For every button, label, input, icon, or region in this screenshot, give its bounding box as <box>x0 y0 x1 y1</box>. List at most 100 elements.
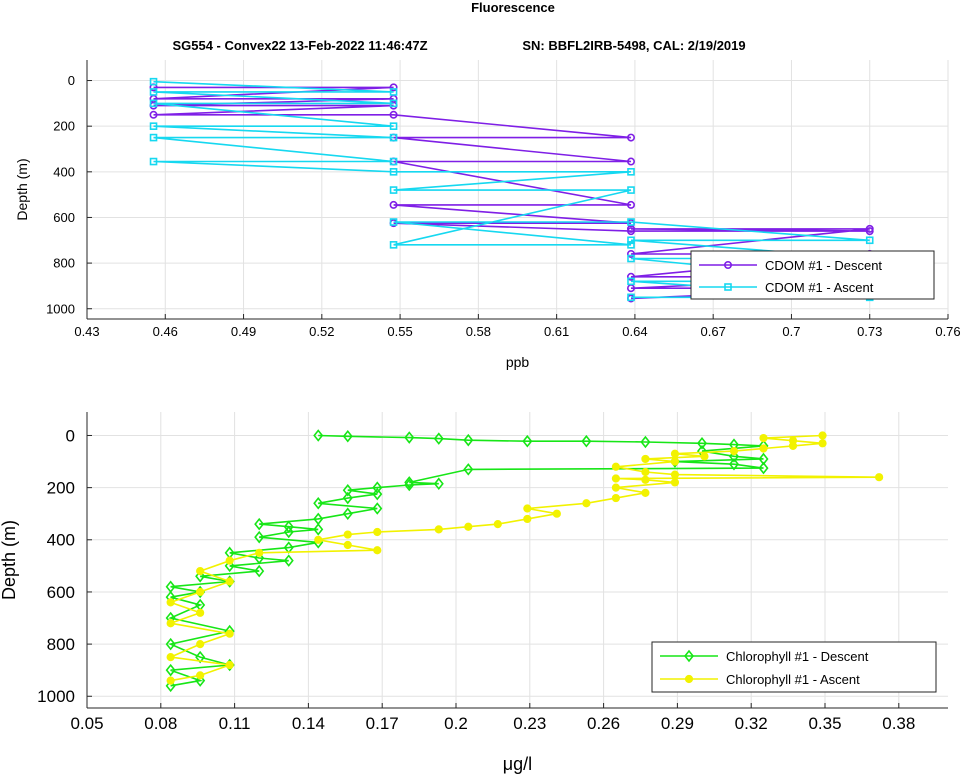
data-point <box>641 488 650 497</box>
data-point <box>196 566 205 576</box>
data-point <box>389 186 398 194</box>
data-point <box>523 504 532 513</box>
data-point <box>342 483 353 497</box>
data-point <box>389 88 398 96</box>
data-point <box>195 570 206 583</box>
legend-marker <box>684 674 694 684</box>
data-point <box>225 556 234 565</box>
data-point <box>255 548 264 557</box>
data-point <box>254 551 265 565</box>
series-line <box>168 434 764 687</box>
data-point <box>254 517 265 531</box>
x-tick-label: 0.2 <box>444 714 468 733</box>
data-point <box>818 439 827 448</box>
data-point <box>254 564 265 578</box>
data-point <box>372 502 383 515</box>
data-point <box>818 431 827 440</box>
data-point <box>225 629 234 638</box>
x-tick-label: 0.73 <box>857 324 882 339</box>
data-point <box>149 110 158 119</box>
legend-label: Chlorophyll #1 - Descent <box>726 649 869 664</box>
data-point <box>149 122 158 130</box>
chl-legend: Chlorophyll #1 - Descent Chlorophyll #1 -… <box>651 641 937 693</box>
legend-marker <box>723 260 732 269</box>
legend-marker <box>683 649 695 663</box>
data-point <box>342 507 353 520</box>
data-point <box>165 637 176 651</box>
data-point <box>196 640 205 649</box>
y-tick-label: 400 <box>53 164 75 179</box>
data-point <box>865 224 874 233</box>
data-point <box>166 676 175 685</box>
x-tick-label: 0.35 <box>808 714 841 733</box>
data-point <box>313 523 324 536</box>
x-tick-label: 0.7 <box>782 324 800 339</box>
data-point <box>627 218 635 226</box>
y-tick-label: 0 <box>66 426 75 445</box>
data-point <box>582 499 591 508</box>
y-tick-label: 0 <box>68 73 75 88</box>
x-tick-label: 0.52 <box>309 324 334 339</box>
data-point <box>433 432 444 445</box>
chl-series-ascent <box>166 431 884 685</box>
data-point <box>149 157 158 166</box>
legend-label: Chlorophyll #1 - Ascent <box>726 672 860 687</box>
data-point <box>641 454 650 464</box>
x-tick-label: 0.32 <box>735 714 768 733</box>
data-point <box>149 99 158 108</box>
data-point <box>464 522 473 531</box>
data-point <box>700 452 709 461</box>
data-point <box>389 218 398 226</box>
data-point <box>342 429 353 443</box>
data-point <box>627 254 635 263</box>
x-tick-label: 0.14 <box>292 714 325 733</box>
data-point <box>389 83 398 92</box>
cdom-plot: 0.43 0.46 0.49 0.52 0.55 0.58 0.61 0.64 0.67 0.7 0… <box>14 60 961 370</box>
data-point <box>875 473 884 482</box>
data-point <box>523 514 532 524</box>
data-point <box>581 434 592 448</box>
data-point <box>758 461 769 475</box>
data-point <box>759 433 768 443</box>
data-point <box>225 660 234 670</box>
data-point <box>389 200 398 209</box>
cdom-y-axis-label: Depth (m) <box>14 158 30 220</box>
data-point <box>165 663 176 677</box>
data-point <box>343 530 352 539</box>
chlorophyll-plot: 0.05 0.08 0.11 0.14 0.17 0.2 0.23 0.26 0.29 0.32 0… <box>0 412 948 774</box>
data-point <box>343 540 352 550</box>
chl-series-descent <box>165 429 769 693</box>
x-tick-label: 0.38 <box>882 714 915 733</box>
figure-subtitle-right: SN: BBFL2IRB-5498, CAL: 2/19/2019 <box>522 38 745 53</box>
y-tick-label: 400 <box>47 531 75 550</box>
data-point <box>522 434 533 448</box>
data-point <box>404 476 415 489</box>
legend-marker <box>724 283 732 291</box>
data-point <box>149 77 158 86</box>
data-point <box>313 496 324 510</box>
x-tick-label: 0.26 <box>587 714 620 733</box>
legend-box <box>651 641 937 693</box>
data-point <box>728 457 740 471</box>
data-point <box>389 122 398 130</box>
data-point <box>195 674 206 687</box>
data-point <box>865 236 874 245</box>
data-point <box>463 463 474 476</box>
data-point <box>196 608 205 617</box>
data-point <box>670 470 680 479</box>
x-tick-label: 0.55 <box>387 324 412 339</box>
y-tick-label: 800 <box>47 635 75 654</box>
data-point <box>283 554 294 567</box>
data-point <box>552 509 561 518</box>
data-point <box>434 525 443 534</box>
data-point <box>313 429 324 442</box>
cdom-legend: CDOM #1 - Descent CDOM #1 - Ascent <box>690 250 935 300</box>
data-point <box>254 530 265 544</box>
data-point <box>149 133 158 142</box>
x-tick-label: 0.58 <box>466 324 491 339</box>
data-point <box>611 462 621 471</box>
data-point <box>195 650 206 664</box>
data-point <box>373 527 382 537</box>
data-point <box>389 99 398 108</box>
